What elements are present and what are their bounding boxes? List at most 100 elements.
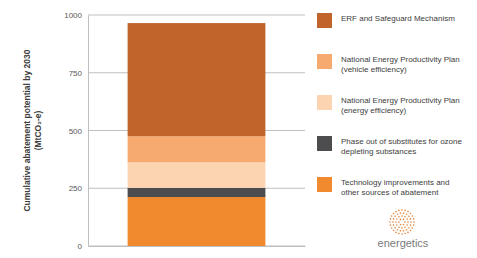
y-axis: 0 250 500 750 1000 xyxy=(64,11,88,251)
logo-dot xyxy=(403,219,405,221)
logo-dot xyxy=(403,224,405,226)
logo-dot xyxy=(398,221,400,223)
legend-swatch xyxy=(317,54,332,69)
logo-dot xyxy=(393,213,395,215)
logo-dot xyxy=(407,232,409,234)
legend-swatch xyxy=(317,177,332,192)
logo-dot xyxy=(410,230,412,232)
logo-dot xyxy=(396,218,398,220)
y-tick: 0 xyxy=(78,242,88,251)
y-tick: 1000 xyxy=(64,11,88,20)
legend-label: National Energy Productivity Plan(energy… xyxy=(341,96,460,115)
y-tick: 500 xyxy=(69,127,88,136)
logo-dot xyxy=(390,218,392,220)
logo-dot xyxy=(394,215,396,217)
legend-label: ERF and Safeguard Mechanism xyxy=(341,14,455,23)
logo-dot xyxy=(410,224,412,226)
bar-segment xyxy=(128,162,266,187)
chart: 0 250 500 750 1000 Cumulative abatement poten… xyxy=(0,0,477,258)
logo-dot xyxy=(404,210,406,212)
legend-item: ERF and Safeguard Mechanism xyxy=(317,13,455,28)
bar-segment xyxy=(128,136,266,162)
legend-item: Technology improvements andother sources… xyxy=(317,177,450,197)
logo: energetics xyxy=(378,209,429,249)
logo-dot xyxy=(408,227,410,229)
logo-dot xyxy=(398,233,400,235)
logo-dot xyxy=(400,230,402,232)
logo-dot xyxy=(401,227,403,229)
y-tick: 250 xyxy=(69,184,88,193)
legend-swatch xyxy=(317,136,332,151)
logo-dot xyxy=(393,224,395,226)
logo-dot xyxy=(413,224,415,226)
logo-dot xyxy=(396,224,398,226)
logo-dot xyxy=(410,213,412,215)
logo-dot xyxy=(413,221,415,223)
y-tick: 750 xyxy=(69,69,88,78)
logo-dot xyxy=(398,216,400,218)
logo-dot xyxy=(413,218,415,220)
logo-dot xyxy=(395,221,397,223)
x-axis-line xyxy=(89,246,306,247)
logo-dot xyxy=(410,218,412,220)
y-tick-label: 0 xyxy=(78,242,83,251)
logo-dot xyxy=(393,218,395,220)
logo-dot xyxy=(401,215,403,217)
grid xyxy=(88,15,305,246)
logo-dot xyxy=(408,215,410,217)
logo-dot xyxy=(404,226,406,228)
logo-dot xyxy=(394,227,396,229)
logo-dot xyxy=(392,221,394,223)
legend-label: Technology improvements andother sources… xyxy=(341,178,450,197)
legend-label: Phase out of substitutes for ozonedeplet… xyxy=(341,137,463,156)
logo-dot xyxy=(403,230,405,232)
bar-segment xyxy=(128,197,266,246)
logo-dot xyxy=(400,224,402,226)
logo-dot xyxy=(397,229,399,231)
logo-dot xyxy=(391,215,393,217)
logo-dot xyxy=(406,224,408,226)
logo-dot xyxy=(407,211,409,213)
logo-dot xyxy=(404,221,406,223)
bar-segment xyxy=(128,23,266,136)
logo-dot xyxy=(397,213,399,215)
logo-dot xyxy=(406,229,408,231)
logo-dot xyxy=(404,216,406,218)
bar-segment xyxy=(128,188,266,197)
logo-dot xyxy=(406,213,408,215)
y-axis-title: Cumulative abatement potential by 2030(M… xyxy=(22,49,43,211)
y-axis-line xyxy=(88,16,89,247)
logo-dot xyxy=(404,233,406,235)
logo-dot xyxy=(398,226,400,228)
logo-dot xyxy=(398,210,400,212)
legend-item: Phase out of substitutes for ozonedeplet… xyxy=(317,136,463,156)
y-tick-label: 750 xyxy=(69,69,83,78)
logo-dot xyxy=(400,219,402,221)
logo-dot xyxy=(393,230,395,232)
logo-dot xyxy=(401,209,403,211)
logo-dot xyxy=(395,211,397,213)
bars xyxy=(128,23,266,246)
y-tick-label: 500 xyxy=(69,127,83,136)
y-tick-label: 250 xyxy=(69,184,83,193)
logo-dot xyxy=(410,221,412,223)
legend-swatch xyxy=(317,95,332,110)
logo-dot xyxy=(406,218,408,220)
y-tick-label: 1000 xyxy=(64,11,82,20)
legend-label: National Energy Productivity Plan(vehicl… xyxy=(341,55,460,74)
legend-swatch xyxy=(317,13,332,28)
logo-dot xyxy=(407,221,409,223)
logo-dot xyxy=(401,233,403,235)
logo-dot xyxy=(412,215,414,217)
logo-dot xyxy=(390,224,392,226)
grid-line xyxy=(88,15,305,16)
logo-dot xyxy=(391,227,393,229)
legend: ERF and Safeguard Mechanism National Ener… xyxy=(317,13,463,197)
logo-text: energetics xyxy=(378,237,429,249)
logo-dot xyxy=(395,232,397,234)
logo-dot xyxy=(389,221,391,223)
logo-dot xyxy=(403,212,405,214)
legend-item: National Energy Productivity Plan(energy… xyxy=(317,95,460,115)
logo-dot xyxy=(400,212,402,214)
logo-dot xyxy=(412,227,414,229)
